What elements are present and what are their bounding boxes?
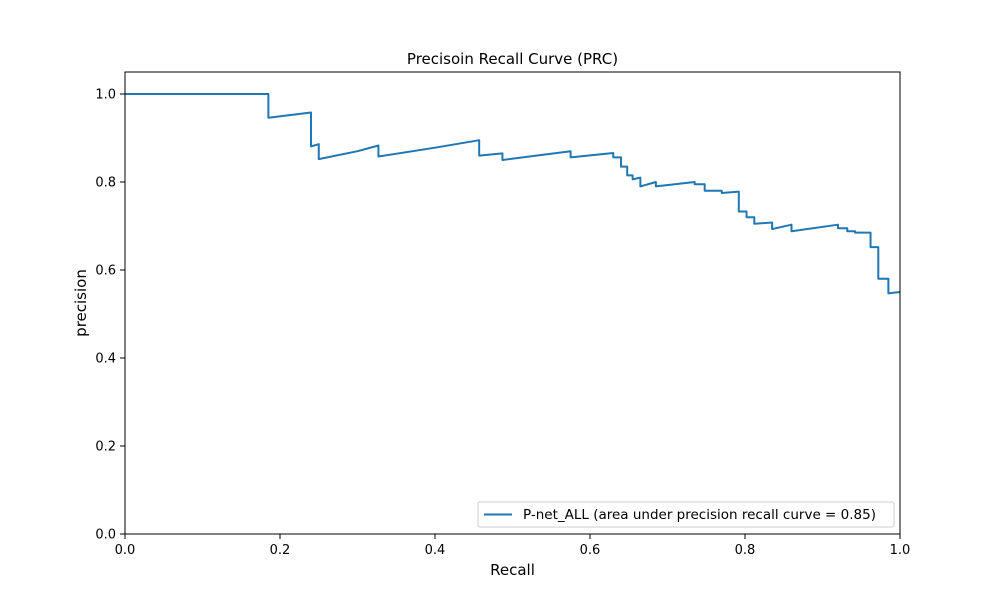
y-tick-label: 0.6 [95,264,116,279]
x-tick-label: 0.6 [580,543,601,558]
legend: P-net_ALL (area under precision recall c… [477,501,895,528]
x-tick-label: 0.2 [270,543,291,558]
x-axis-ticks: 0.0 0.2 0.4 0.6 0.8 1.0 [115,534,911,558]
y-tick-label: 0.2 [95,440,116,455]
legend-box [477,501,895,528]
x-tick-label: 0.0 [115,543,136,558]
plot-frame [124,71,901,535]
y-tick-label: 0.4 [95,352,116,367]
x-tick-label: 0.4 [425,543,446,558]
chart-title: Precisoin Recall Curve (PRC) [407,50,618,68]
x-tick-label: 1.0 [890,543,911,558]
legend-label: P-net_ALL (area under precision recall c… [523,507,876,523]
plot-area [125,72,900,534]
y-tick-label: 0.8 [95,176,116,191]
series-line-0 [125,93,901,295]
x-axis-label: Recall [490,561,535,579]
y-tick-label: 0.0 [95,528,116,543]
series-layer [125,93,901,295]
y-axis-label: precision [72,269,90,337]
plot-background [125,72,900,534]
y-axis-ticks: 0.0 0.2 0.4 0.6 0.8 1.0 [95,88,125,543]
x-tick-label: 0.8 [735,543,756,558]
y-tick-label: 1.0 [95,88,116,103]
